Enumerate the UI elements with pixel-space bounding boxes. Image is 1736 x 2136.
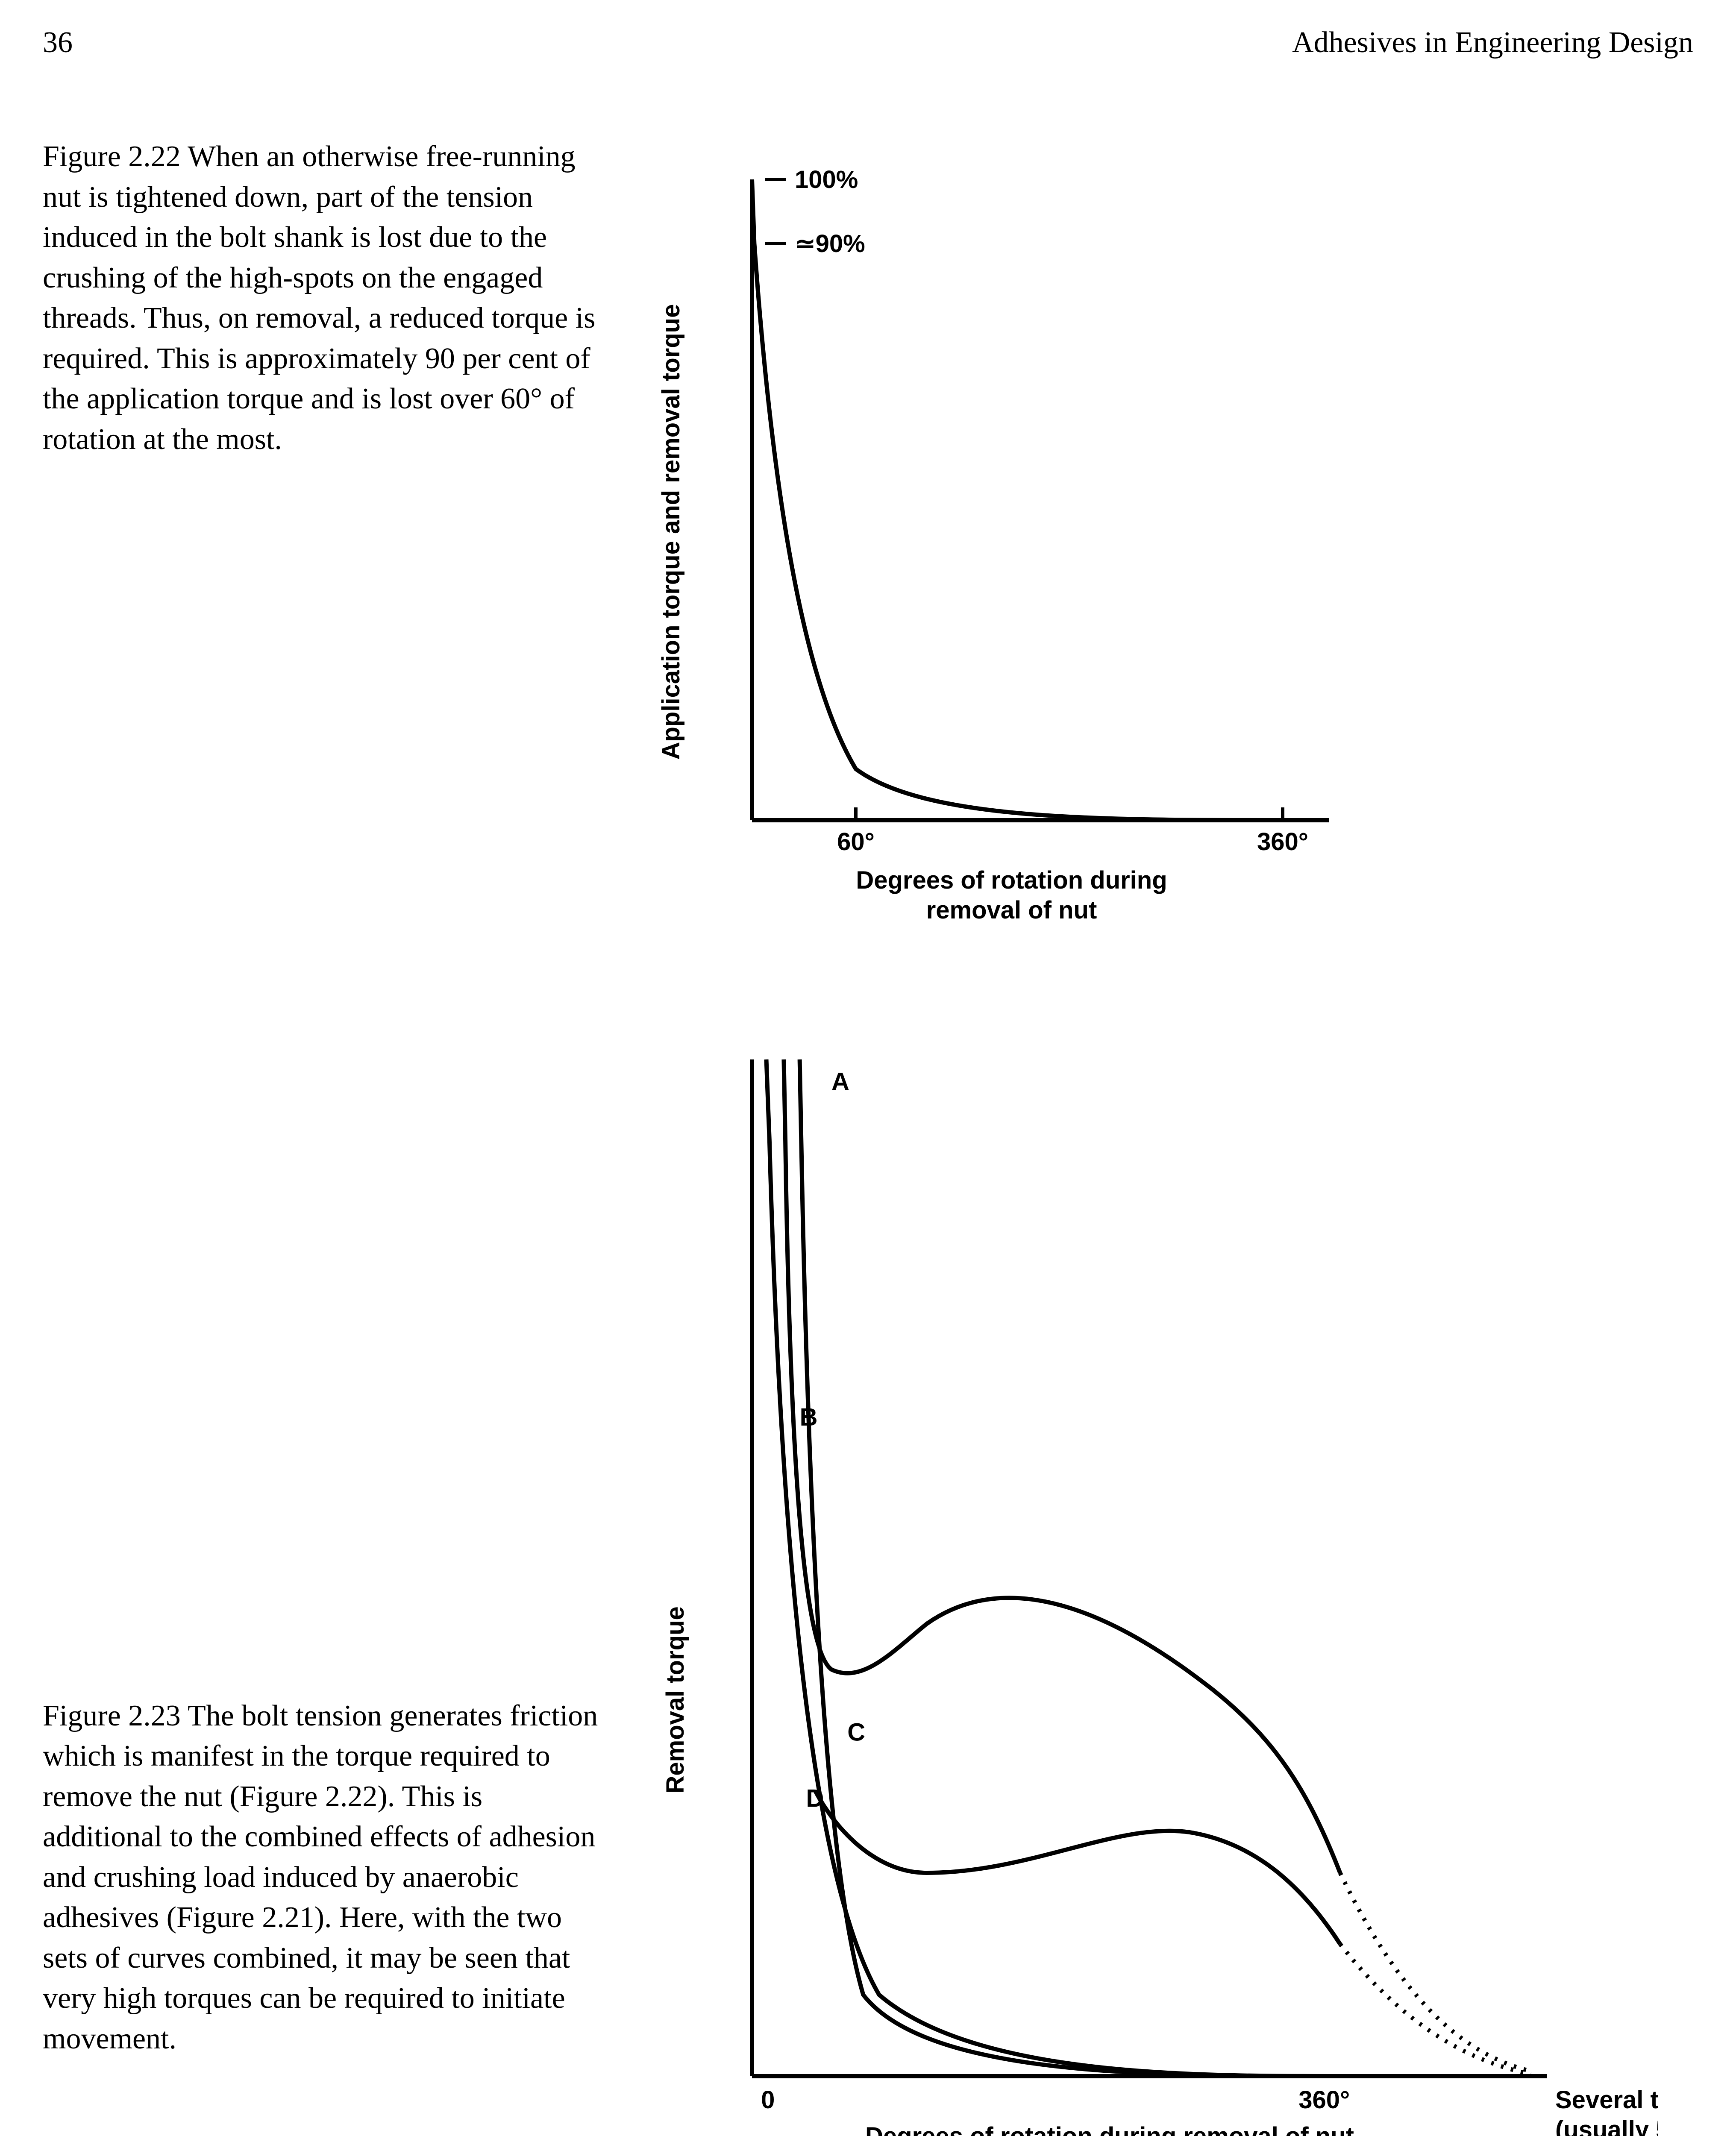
svg-text:B: B [800, 1403, 818, 1431]
caption-fig-2-22: Figure 2.22 When an otherwise free-runni… [43, 137, 598, 460]
svg-text:360°: 360° [1257, 828, 1308, 856]
figure-2-23: 0 360° A B C D Removal torque Degrees of rotati… [632, 1034, 1693, 2136]
svg-text:Application torque and removal: Application torque and removal torque [657, 304, 685, 760]
running-header: Adhesives in Engineering Design [1292, 26, 1693, 60]
svg-text:100%: 100% [795, 166, 858, 194]
svg-text:≃90%: ≃90% [795, 230, 865, 258]
svg-text:360°: 360° [1298, 2086, 1350, 2114]
svg-text:D: D [806, 1784, 824, 1812]
svg-text:removal of nut: removal of nut [926, 896, 1097, 924]
svg-text:C: C [847, 1719, 865, 1746]
chart-torque-vs-rotation-2: 0 360° A B C D Removal torque Degrees of rotati… [632, 1034, 1658, 2136]
svg-text:A: A [831, 1068, 849, 1095]
page-number: 36 [43, 26, 73, 60]
svg-text:Degrees of rotation during: Degrees of rotation during [856, 866, 1167, 894]
svg-text:Removal torque: Removal torque [661, 1606, 689, 1793]
svg-text:Degrees of rotation during rem: Degrees of rotation during removal of nu… [865, 2122, 1354, 2136]
chart-torque-vs-rotation-1: 100% ≃90% 60° 360° Application torque and re… [632, 137, 1380, 948]
svg-text:(usually 5 or 6): (usually 5 or 6) [1555, 2116, 1658, 2136]
figure-2-22: 100% ≃90% 60° 360° Application torque and re… [632, 137, 1693, 948]
svg-text:60°: 60° [837, 828, 875, 856]
svg-text:Several turns: Several turns [1555, 2086, 1658, 2114]
caption-fig-2-23: Figure 2.23 The bolt tension generates f… [43, 1696, 598, 2060]
svg-text:0: 0 [761, 2086, 775, 2114]
